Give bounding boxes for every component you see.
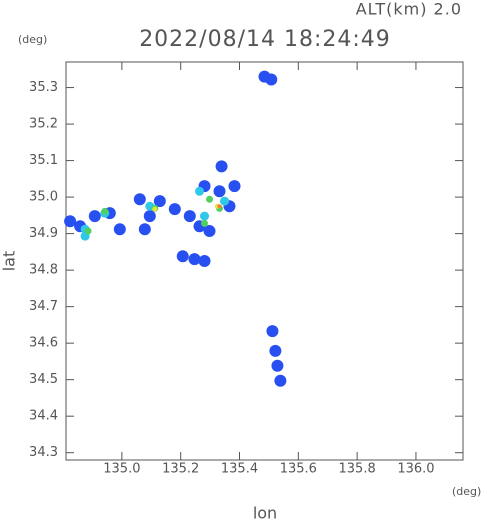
- altitude-label: ALT(km) 2.0: [356, 0, 462, 19]
- y-tick-label: 34.9: [29, 226, 58, 241]
- x-tick-label: 135.8: [339, 462, 376, 477]
- echo-cell: [183, 210, 196, 223]
- y-tick-label: 34.8: [29, 263, 58, 278]
- y-tick-label: 35.0: [29, 190, 58, 205]
- y-tick-label: 34.5: [29, 372, 58, 387]
- echo-cell: [271, 359, 284, 372]
- echo-cell: [198, 255, 211, 267]
- y-tick-label: 35.1: [29, 153, 58, 168]
- echo-cell: [138, 223, 151, 236]
- echo-cell: [215, 160, 228, 173]
- chart-title: 2022/08/14 18:24:49: [139, 27, 391, 52]
- echo-cell: [228, 180, 241, 193]
- echo-cell: [188, 253, 201, 266]
- x-tick-label: 135.0: [103, 462, 140, 477]
- x-tick-label: 136.0: [397, 462, 434, 477]
- y-tick-label: 34.7: [29, 299, 58, 314]
- echo-cell: [153, 195, 166, 208]
- x-unit: (deg): [452, 485, 481, 498]
- echo-cell: [168, 203, 181, 216]
- echo-cell: [143, 210, 156, 223]
- y-axis-label: lat: [0, 251, 19, 272]
- echo-cell: [206, 195, 214, 203]
- x-tick-label: 135.4: [221, 462, 258, 477]
- echo-cell: [274, 374, 287, 387]
- echo-cell: [101, 207, 109, 215]
- echo-cell: [195, 186, 205, 196]
- echo-cell: [133, 193, 146, 206]
- y-unit: (deg): [18, 33, 47, 46]
- echo-cell: [152, 206, 158, 212]
- y-tick-label: 34.4: [29, 409, 58, 424]
- y-tick-label: 35.2: [29, 117, 58, 132]
- x-tick-label: 135.2: [162, 462, 199, 477]
- x-tick-label: 135.6: [280, 462, 317, 477]
- echo-cell: [266, 325, 279, 338]
- echo-cell: [269, 344, 282, 357]
- echo-cell: [84, 227, 92, 235]
- echo-cell: [220, 196, 230, 206]
- echo-cell: [265, 73, 278, 86]
- echo-cell: [64, 215, 77, 228]
- x-axis-label: lon: [253, 504, 277, 521]
- echo-cell: [113, 223, 126, 236]
- echo-cell: [88, 210, 101, 223]
- echo-cell: [213, 185, 226, 198]
- y-tick-label: 35.3: [29, 80, 58, 95]
- echo-cell: [201, 219, 209, 227]
- echo-cell: [176, 250, 189, 263]
- y-tick-label: 34.3: [29, 445, 58, 460]
- plot-frame: [65, 61, 464, 461]
- echo-cell: [203, 225, 216, 238]
- echo-cell: [217, 204, 222, 209]
- echo-cell: [200, 211, 210, 221]
- y-tick-label: 34.6: [29, 336, 58, 351]
